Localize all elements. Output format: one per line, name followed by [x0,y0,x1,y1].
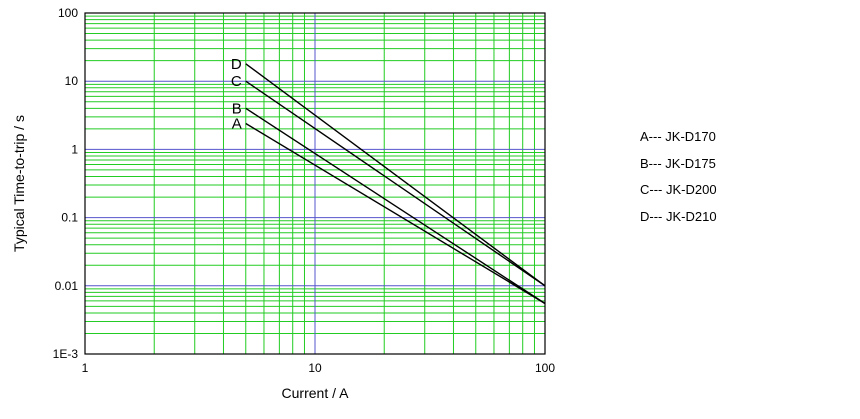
series-label-c: C [231,73,242,90]
y-tick-label: 1E-3 [53,347,79,361]
series-line-b [245,107,546,305]
y-tick-label: 0.01 [55,279,79,293]
series-line-d [245,63,546,287]
y-tick-label: 0.1 [61,211,78,225]
series-label-a: A [232,115,242,132]
legend-entry-d: D--- JK-D210 [640,208,717,224]
legend-entry-a: A--- JK-D170 [640,129,716,144]
x-tick-label: 1 [82,361,89,375]
plot-frame [84,12,546,355]
series-label-d: D [231,56,242,73]
y-axis-label: Typical Time-to-trip / s [11,115,27,252]
y-tick-label: 10 [65,74,79,88]
y-tick-label: 1 [71,142,78,156]
series-line-a [245,122,546,305]
legend: A--- JK-D170 B--- JK-D175 C--- JK-D200 D… [640,124,717,230]
x-tick-label: 10 [308,361,322,375]
x-tick-label: 100 [535,361,555,375]
series-label-b: B [232,100,242,117]
series-line-c [245,80,546,287]
legend-entry-b: B--- JK-D175 [640,155,716,171]
legend-entry-c: C--- JK-D200 [640,182,717,197]
x-axis-label: Current / A [282,385,350,401]
y-tick-label: 100 [58,6,78,20]
